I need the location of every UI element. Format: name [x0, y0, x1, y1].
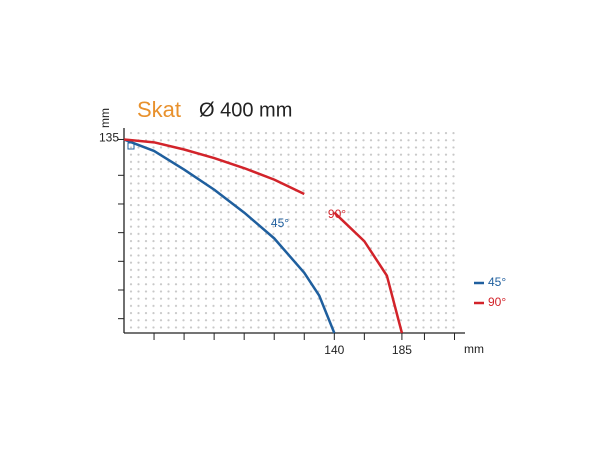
legend-label: 90° [488, 295, 506, 309]
curve-annotation: 45° [271, 216, 289, 230]
y-axis-label: mm [98, 108, 112, 128]
legend-label: 45° [488, 275, 506, 289]
curve [123, 138, 404, 334]
curve-annotation: 90° [328, 207, 346, 221]
x-tick-label: 140 [324, 343, 344, 357]
curve [123, 138, 336, 334]
x-tick-label: 185 [392, 343, 412, 357]
chart-title: Skat [137, 97, 181, 122]
grid-dots [126, 128, 459, 331]
y-tick-label: 135 [99, 131, 119, 145]
x-axis-label: mm [464, 342, 484, 356]
chart-subtitle: Ø 400 mm [199, 99, 292, 121]
